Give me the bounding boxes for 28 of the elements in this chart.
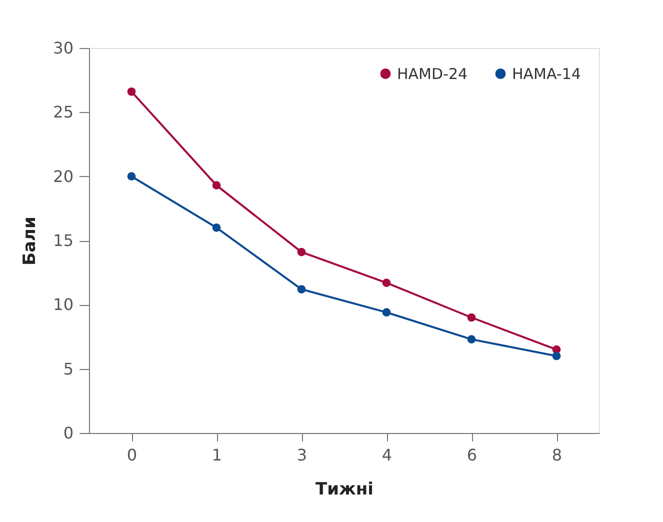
- x-tick-label: 3: [296, 446, 308, 464]
- x-tick-label: 8: [552, 446, 562, 464]
- x-axis-title: Тижні: [316, 480, 374, 500]
- legend-label: HAMD-24: [397, 64, 468, 83]
- point: [382, 278, 391, 288]
- point: [212, 223, 221, 232]
- point: [212, 181, 221, 190]
- y-axis-title: Бали: [20, 216, 40, 266]
- x-tick-label: 6: [466, 446, 478, 464]
- y-tick-label: 30: [53, 38, 74, 58]
- x-tick-label: 0: [126, 446, 138, 464]
- y-tick-label: 15: [53, 231, 74, 250]
- point: [552, 352, 561, 360]
- point: [297, 285, 306, 294]
- point: [467, 335, 476, 344]
- x-tick-label: 1: [212, 446, 222, 464]
- point: [127, 172, 136, 181]
- point: [297, 248, 306, 256]
- y-tick-label: 0: [63, 424, 74, 442]
- y-tick-label: 5: [63, 359, 74, 378]
- point: [382, 308, 391, 317]
- y-tick-label: 20: [53, 166, 74, 186]
- point: [467, 313, 476, 322]
- legend-label: HAMA-14: [512, 64, 581, 83]
- y-tick-label: 25: [53, 102, 74, 122]
- x-tick-label: 4: [382, 446, 392, 464]
- y-tick-label: 10: [53, 295, 74, 314]
- point: [127, 87, 136, 96]
